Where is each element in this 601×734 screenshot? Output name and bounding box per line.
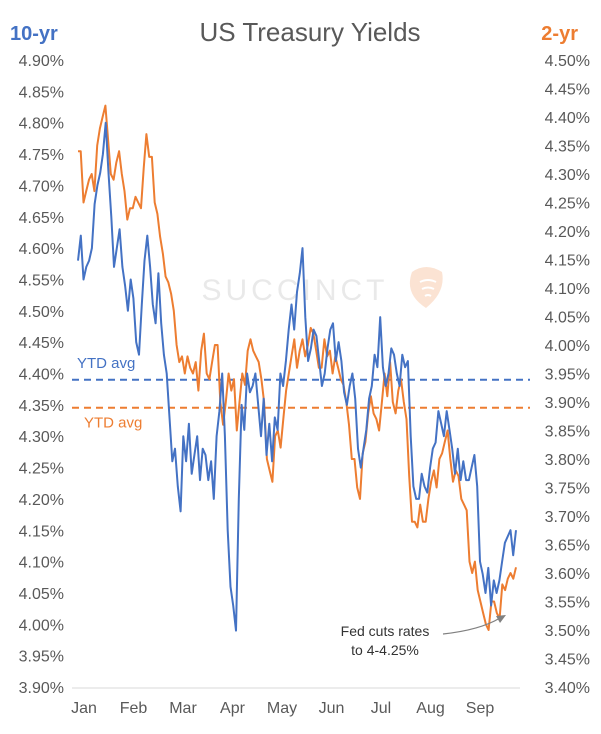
left-tick-label: 4.20% [19, 492, 64, 509]
left-tick-label: 4.80% [19, 116, 64, 133]
right-tick-label: 3.60% [545, 566, 590, 583]
left-axis-ticks: 4.90% 4.85% 4.80% 4.75% 4.70% 4.65% 4.60% 4.55%… [19, 53, 64, 697]
right-tick-label: 3.40% [545, 680, 590, 697]
watermark-text: SUCCINCT [202, 274, 389, 307]
x-month-label: May [267, 700, 297, 717]
right-tick-label: 3.70% [545, 509, 590, 526]
left-tick-label: 4.35% [19, 398, 64, 415]
left-tick-label: 4.15% [19, 523, 64, 540]
x-month-label: Jun [319, 700, 345, 717]
left-tick-label: 4.40% [19, 367, 64, 384]
annotation-line-1: Fed cuts rates [341, 623, 430, 639]
right-tick-label: 4.00% [545, 338, 590, 355]
right-tick-label: 4.25% [545, 196, 590, 213]
series-lines [77, 104, 517, 632]
left-tick-label: 4.90% [19, 53, 64, 70]
x-month-label: Feb [120, 700, 148, 717]
right-tick-label: 3.55% [545, 595, 590, 612]
x-month-label: Apr [220, 700, 246, 717]
2-yr-yield-line [78, 104, 517, 631]
x-month-label: Jan [71, 700, 97, 717]
right-tick-label: 3.50% [545, 623, 590, 640]
right-axis-title: 2-yr [541, 23, 578, 45]
x-month-label: Sep [466, 700, 495, 717]
x-axis-ticks: Jan Feb Mar Apr May Jun Jul Aug Sep [71, 700, 494, 717]
right-tick-label: 4.30% [545, 167, 590, 184]
right-tick-label: 4.45% [545, 82, 590, 99]
left-tick-label: 4.85% [19, 84, 64, 101]
right-tick-label: 3.80% [545, 452, 590, 469]
left-tick-label: 4.50% [19, 304, 64, 321]
right-tick-label: 4.15% [545, 253, 590, 270]
left-tick-label: 3.95% [19, 649, 64, 666]
left-tick-label: 4.00% [19, 617, 64, 634]
left-tick-label: 4.60% [19, 241, 64, 258]
left-tick-label: 4.05% [19, 586, 64, 603]
10-yr-ytd-avg-label: YTD avg [77, 355, 135, 372]
x-month-label: Mar [169, 700, 197, 717]
left-tick-label: 4.30% [19, 429, 64, 446]
left-tick-label: 4.65% [19, 210, 64, 227]
fed-cut-annotation: Fed cuts rates to 4-4.25% [341, 615, 506, 658]
annotation-line-2: to 4-4.25% [351, 642, 419, 658]
right-axis-ticks: 4.50% 4.45% 4.40% 4.35% 4.30% 4.25% 4.20% 4.15%… [545, 53, 590, 697]
right-tick-label: 4.20% [545, 224, 590, 241]
right-tick-label: 4.10% [545, 281, 590, 298]
left-tick-label: 4.55% [19, 272, 64, 289]
left-tick-label: 4.75% [19, 147, 64, 164]
left-tick-label: 4.70% [19, 178, 64, 195]
x-month-label: Aug [416, 700, 444, 717]
right-tick-label: 3.75% [545, 481, 590, 498]
right-tick-label: 3.65% [545, 538, 590, 555]
right-tick-label: 4.50% [545, 53, 590, 70]
left-tick-label: 4.45% [19, 335, 64, 352]
annotation-arrowhead-icon [496, 615, 506, 623]
x-month-label: Jul [371, 700, 391, 717]
left-tick-label: 3.90% [19, 680, 64, 697]
right-tick-label: 3.85% [545, 424, 590, 441]
right-tick-label: 3.45% [545, 652, 590, 669]
10-yr-yield-line [77, 121, 517, 632]
right-tick-label: 4.35% [545, 139, 590, 156]
left-tick-label: 4.10% [19, 555, 64, 572]
2-yr-ytd-avg-label: YTD avg [84, 415, 142, 432]
right-tick-label: 4.40% [545, 110, 590, 127]
right-tick-label: 4.05% [545, 310, 590, 327]
right-tick-label: 3.95% [545, 367, 590, 384]
left-axis-title: 10-yr [10, 23, 58, 45]
left-tick-label: 4.25% [19, 461, 64, 478]
chart-title: US Treasury Yields [199, 17, 420, 47]
watermark-logo-icon [409, 267, 443, 308]
right-tick-label: 3.90% [545, 395, 590, 412]
annotation-arrow [442, 617, 501, 635]
ytd-average-lines: YTD avg YTD avg [72, 355, 530, 432]
